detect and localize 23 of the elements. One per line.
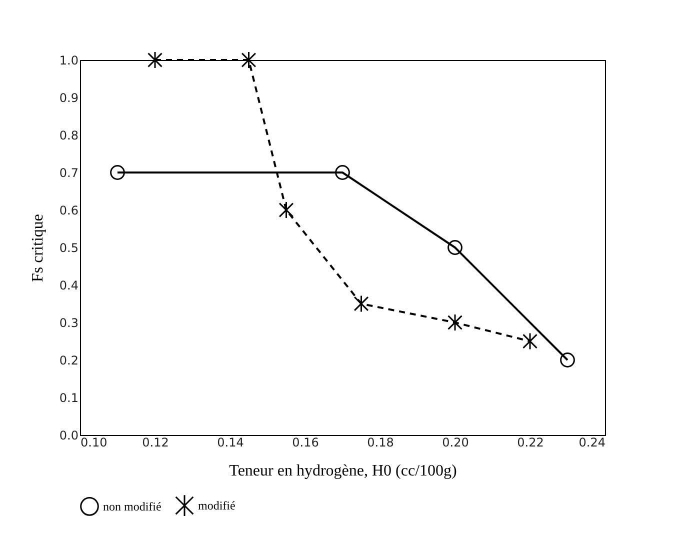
y-tick-label: 0.5	[59, 241, 78, 255]
y-tick-label: 0.1	[59, 391, 78, 405]
y-axis-title: Fs critique	[29, 214, 46, 282]
x-tick-label: 0.14	[217, 436, 244, 450]
x-tick-label: 0.16	[292, 436, 319, 450]
y-tick-label: 0.4	[59, 278, 78, 292]
x-tick-label: 0.20	[442, 436, 469, 450]
legend-label: modifié	[198, 498, 236, 513]
x-tick-label: 0.12	[142, 436, 169, 450]
x-tick-label: 0.18	[367, 436, 394, 450]
y-tick-label: 0.6	[59, 204, 78, 218]
x-tick-label: 0.24	[578, 436, 606, 450]
y-tick-label: 0.7	[59, 166, 78, 180]
x-tick-label: 0.22	[517, 436, 544, 450]
x-axis-title: Teneur en hydrogène, H0 (cc/100g)	[229, 462, 457, 480]
x-tick-label: 0.10	[80, 436, 108, 450]
y-tick-label: 0.9	[59, 91, 78, 105]
legend-label: non modifié	[103, 499, 162, 514]
y-tick-label: 0.3	[59, 316, 78, 330]
y-tick-label: 0.2	[59, 354, 78, 368]
y-tick-label: 0.8	[59, 128, 78, 142]
y-tick-label: 1.0	[59, 54, 78, 68]
y-tick-label: 0.0	[59, 428, 78, 442]
